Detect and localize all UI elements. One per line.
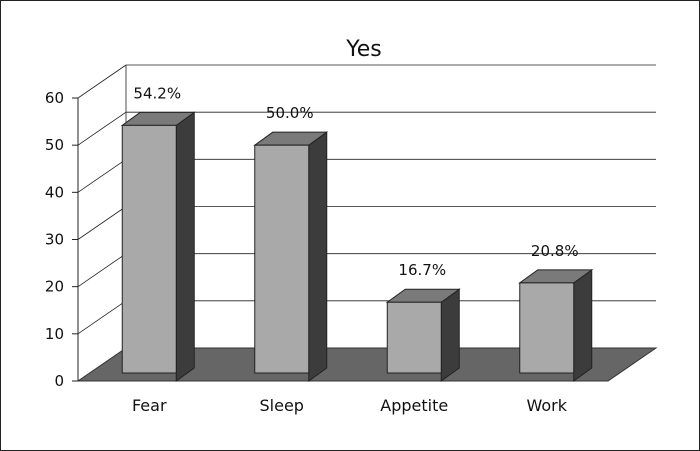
gridline-side	[77, 253, 127, 287]
bar-front	[386, 301, 442, 374]
bar	[253, 131, 329, 382]
category-label: Fear	[132, 396, 167, 415]
bar-side	[573, 268, 593, 382]
bar-side	[440, 288, 460, 382]
y-tick-label: 20	[45, 278, 64, 296]
floor-plane	[76, 347, 658, 382]
data-label: 54.2%	[133, 84, 181, 102]
gridline-side	[77, 64, 127, 99]
chart-title: Yes	[345, 37, 382, 62]
bar-front	[254, 144, 310, 374]
bar	[120, 111, 196, 382]
gridline-side	[77, 111, 127, 146]
y-tick-label: 60	[45, 89, 64, 107]
y-tick-label: 40	[45, 183, 64, 201]
bars	[120, 111, 594, 382]
y-tick-label: 0	[54, 372, 64, 390]
labels: 54.2% Fear 50.0% Sleep 16.7% Appetite 20.8% Wor…	[132, 84, 579, 415]
category-label: Work	[526, 396, 567, 415]
gridline-side	[77, 300, 127, 335]
y-tick-label: 30	[45, 231, 64, 249]
chart-floor	[76, 347, 658, 382]
y-axis: 0 10 20 30 40 50 60	[45, 89, 79, 390]
y-tick-label: 50	[45, 136, 64, 154]
bar-front	[121, 124, 177, 374]
data-label: 20.8%	[531, 242, 579, 260]
bar-side	[308, 131, 328, 382]
y-tick-label: 10	[45, 325, 64, 343]
bar	[385, 288, 461, 382]
gridline-side	[77, 159, 127, 193]
bar-side	[175, 111, 195, 382]
bar	[518, 268, 594, 382]
category-label: Sleep	[260, 396, 304, 415]
data-label: 16.7%	[398, 261, 446, 279]
bar-front	[519, 282, 575, 374]
data-label: 50.0%	[266, 104, 314, 122]
category-label: Appetite	[380, 396, 448, 415]
gridline-side	[77, 206, 127, 240]
